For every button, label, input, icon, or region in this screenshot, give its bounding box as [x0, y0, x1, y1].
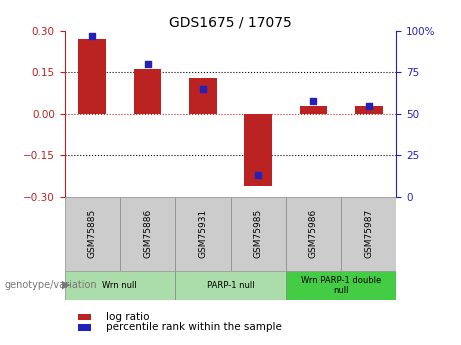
- Bar: [244, 114, 272, 186]
- Point: [89, 33, 96, 39]
- Text: Wrn PARP-1 double
null: Wrn PARP-1 double null: [301, 276, 381, 295]
- Point: [254, 172, 262, 178]
- Bar: [341, 197, 396, 271]
- Bar: [175, 197, 230, 271]
- Text: ▶: ▶: [62, 280, 71, 289]
- Text: PARP-1 null: PARP-1 null: [207, 281, 254, 290]
- Bar: [65, 271, 175, 300]
- Bar: [65, 197, 120, 271]
- Bar: [78, 39, 106, 114]
- Title: GDS1675 / 17075: GDS1675 / 17075: [169, 16, 292, 30]
- Text: GSM75986: GSM75986: [309, 209, 318, 258]
- Bar: [189, 78, 217, 114]
- Text: percentile rank within the sample: percentile rank within the sample: [106, 323, 282, 332]
- Bar: [120, 197, 175, 271]
- Text: GSM75885: GSM75885: [88, 209, 97, 258]
- Text: GSM75987: GSM75987: [364, 209, 373, 258]
- Bar: [286, 197, 341, 271]
- Point: [199, 86, 207, 92]
- Text: GSM75886: GSM75886: [143, 209, 152, 258]
- Text: GSM75985: GSM75985: [254, 209, 263, 258]
- Point: [144, 61, 151, 67]
- Bar: [286, 271, 396, 300]
- Bar: [230, 197, 286, 271]
- Point: [310, 98, 317, 104]
- Text: log ratio: log ratio: [106, 312, 149, 322]
- Bar: [134, 69, 161, 114]
- Bar: [355, 106, 383, 114]
- Text: genotype/variation: genotype/variation: [5, 280, 97, 289]
- Point: [365, 103, 372, 108]
- Text: Wrn null: Wrn null: [102, 281, 137, 290]
- Bar: [300, 106, 327, 114]
- Text: GSM75931: GSM75931: [198, 209, 207, 258]
- Bar: [175, 271, 286, 300]
